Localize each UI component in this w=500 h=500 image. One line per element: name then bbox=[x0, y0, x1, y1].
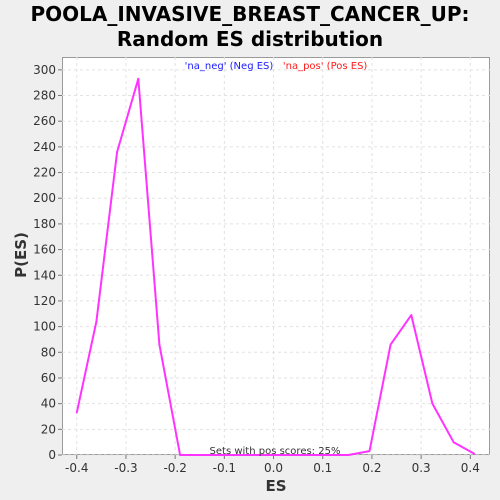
data-point bbox=[200, 454, 203, 456]
x-tick-label: -0.4 bbox=[65, 461, 88, 475]
data-point bbox=[326, 454, 328, 456]
x-tick-label: -0.2 bbox=[163, 461, 186, 475]
y-tick-label: 240 bbox=[33, 140, 56, 154]
x-tick-label: 0.4 bbox=[461, 461, 480, 475]
y-tick-label: 220 bbox=[33, 166, 56, 180]
series-layer bbox=[75, 77, 476, 456]
y-tick-label: 40 bbox=[41, 397, 56, 411]
chart-title: POOLA_INVASIVE_BREAST_CANCER_UP: Random … bbox=[0, 2, 500, 52]
y-tick-label: 180 bbox=[33, 217, 56, 231]
y-tick-label: 20 bbox=[41, 422, 56, 436]
data-point bbox=[389, 343, 392, 346]
y-tick-label: 280 bbox=[33, 89, 56, 103]
y-tick-label: 60 bbox=[41, 371, 56, 385]
x-axis-label: ES bbox=[265, 477, 287, 495]
legend: 'na_neg' (Neg ES) 'na_pos' (Pos ES) bbox=[185, 61, 368, 72]
plot-area bbox=[62, 57, 490, 455]
x-tick-label: 0.0 bbox=[264, 461, 283, 475]
data-point bbox=[158, 343, 161, 346]
data-point bbox=[452, 441, 455, 443]
data-point bbox=[137, 78, 140, 80]
x-tick-label: -0.1 bbox=[213, 461, 236, 475]
data-point bbox=[221, 454, 224, 456]
data-point bbox=[284, 454, 287, 456]
y-tick-label: 0 bbox=[48, 448, 56, 462]
x-tick-label: 0.3 bbox=[412, 461, 431, 475]
y-tick-label: 80 bbox=[41, 345, 56, 359]
y-tick-label: 300 bbox=[33, 63, 56, 77]
grid-lines bbox=[62, 57, 490, 456]
x-tick-label: 0.1 bbox=[313, 461, 332, 475]
data-point bbox=[95, 320, 98, 323]
data-point bbox=[368, 450, 371, 452]
y-tick-label: 100 bbox=[33, 320, 56, 334]
data-point bbox=[410, 314, 413, 316]
data-point bbox=[473, 452, 476, 455]
y-tick-label: 160 bbox=[33, 243, 56, 257]
data-point bbox=[263, 454, 265, 456]
data-point bbox=[305, 454, 308, 456]
y-tick-label: 120 bbox=[33, 294, 56, 308]
data-point bbox=[431, 402, 434, 405]
legend-pos-label: 'na_pos' (Pos ES) bbox=[282, 61, 368, 72]
y-tick-label: 260 bbox=[33, 114, 56, 128]
legend-neg-label: 'na_neg' (Neg ES) bbox=[184, 61, 274, 72]
x-tick-label: -0.3 bbox=[114, 461, 137, 475]
y-tick-label: 140 bbox=[33, 268, 56, 282]
data-point bbox=[116, 151, 118, 153]
pos-scores-annotation: Sets with pos scores: 25% bbox=[209, 446, 341, 457]
data-point bbox=[179, 454, 181, 456]
x-tick-label: 0.2 bbox=[362, 461, 381, 475]
chart-title-line1: POOLA_INVASIVE_BREAST_CANCER_UP: bbox=[30, 2, 470, 26]
y-axis-label: P(ES) bbox=[12, 232, 30, 278]
data-point bbox=[347, 454, 350, 456]
y-tick-label: 200 bbox=[33, 191, 56, 205]
axis-ticks: 0 20 40 60 80 100 120 140 160 180 200 220 240 260 280 3… bbox=[33, 63, 480, 475]
es-distribution-line bbox=[75, 77, 475, 456]
data-point bbox=[242, 454, 244, 456]
data-point bbox=[75, 411, 78, 414]
chart-title-line2: Random ES distribution bbox=[116, 27, 384, 51]
